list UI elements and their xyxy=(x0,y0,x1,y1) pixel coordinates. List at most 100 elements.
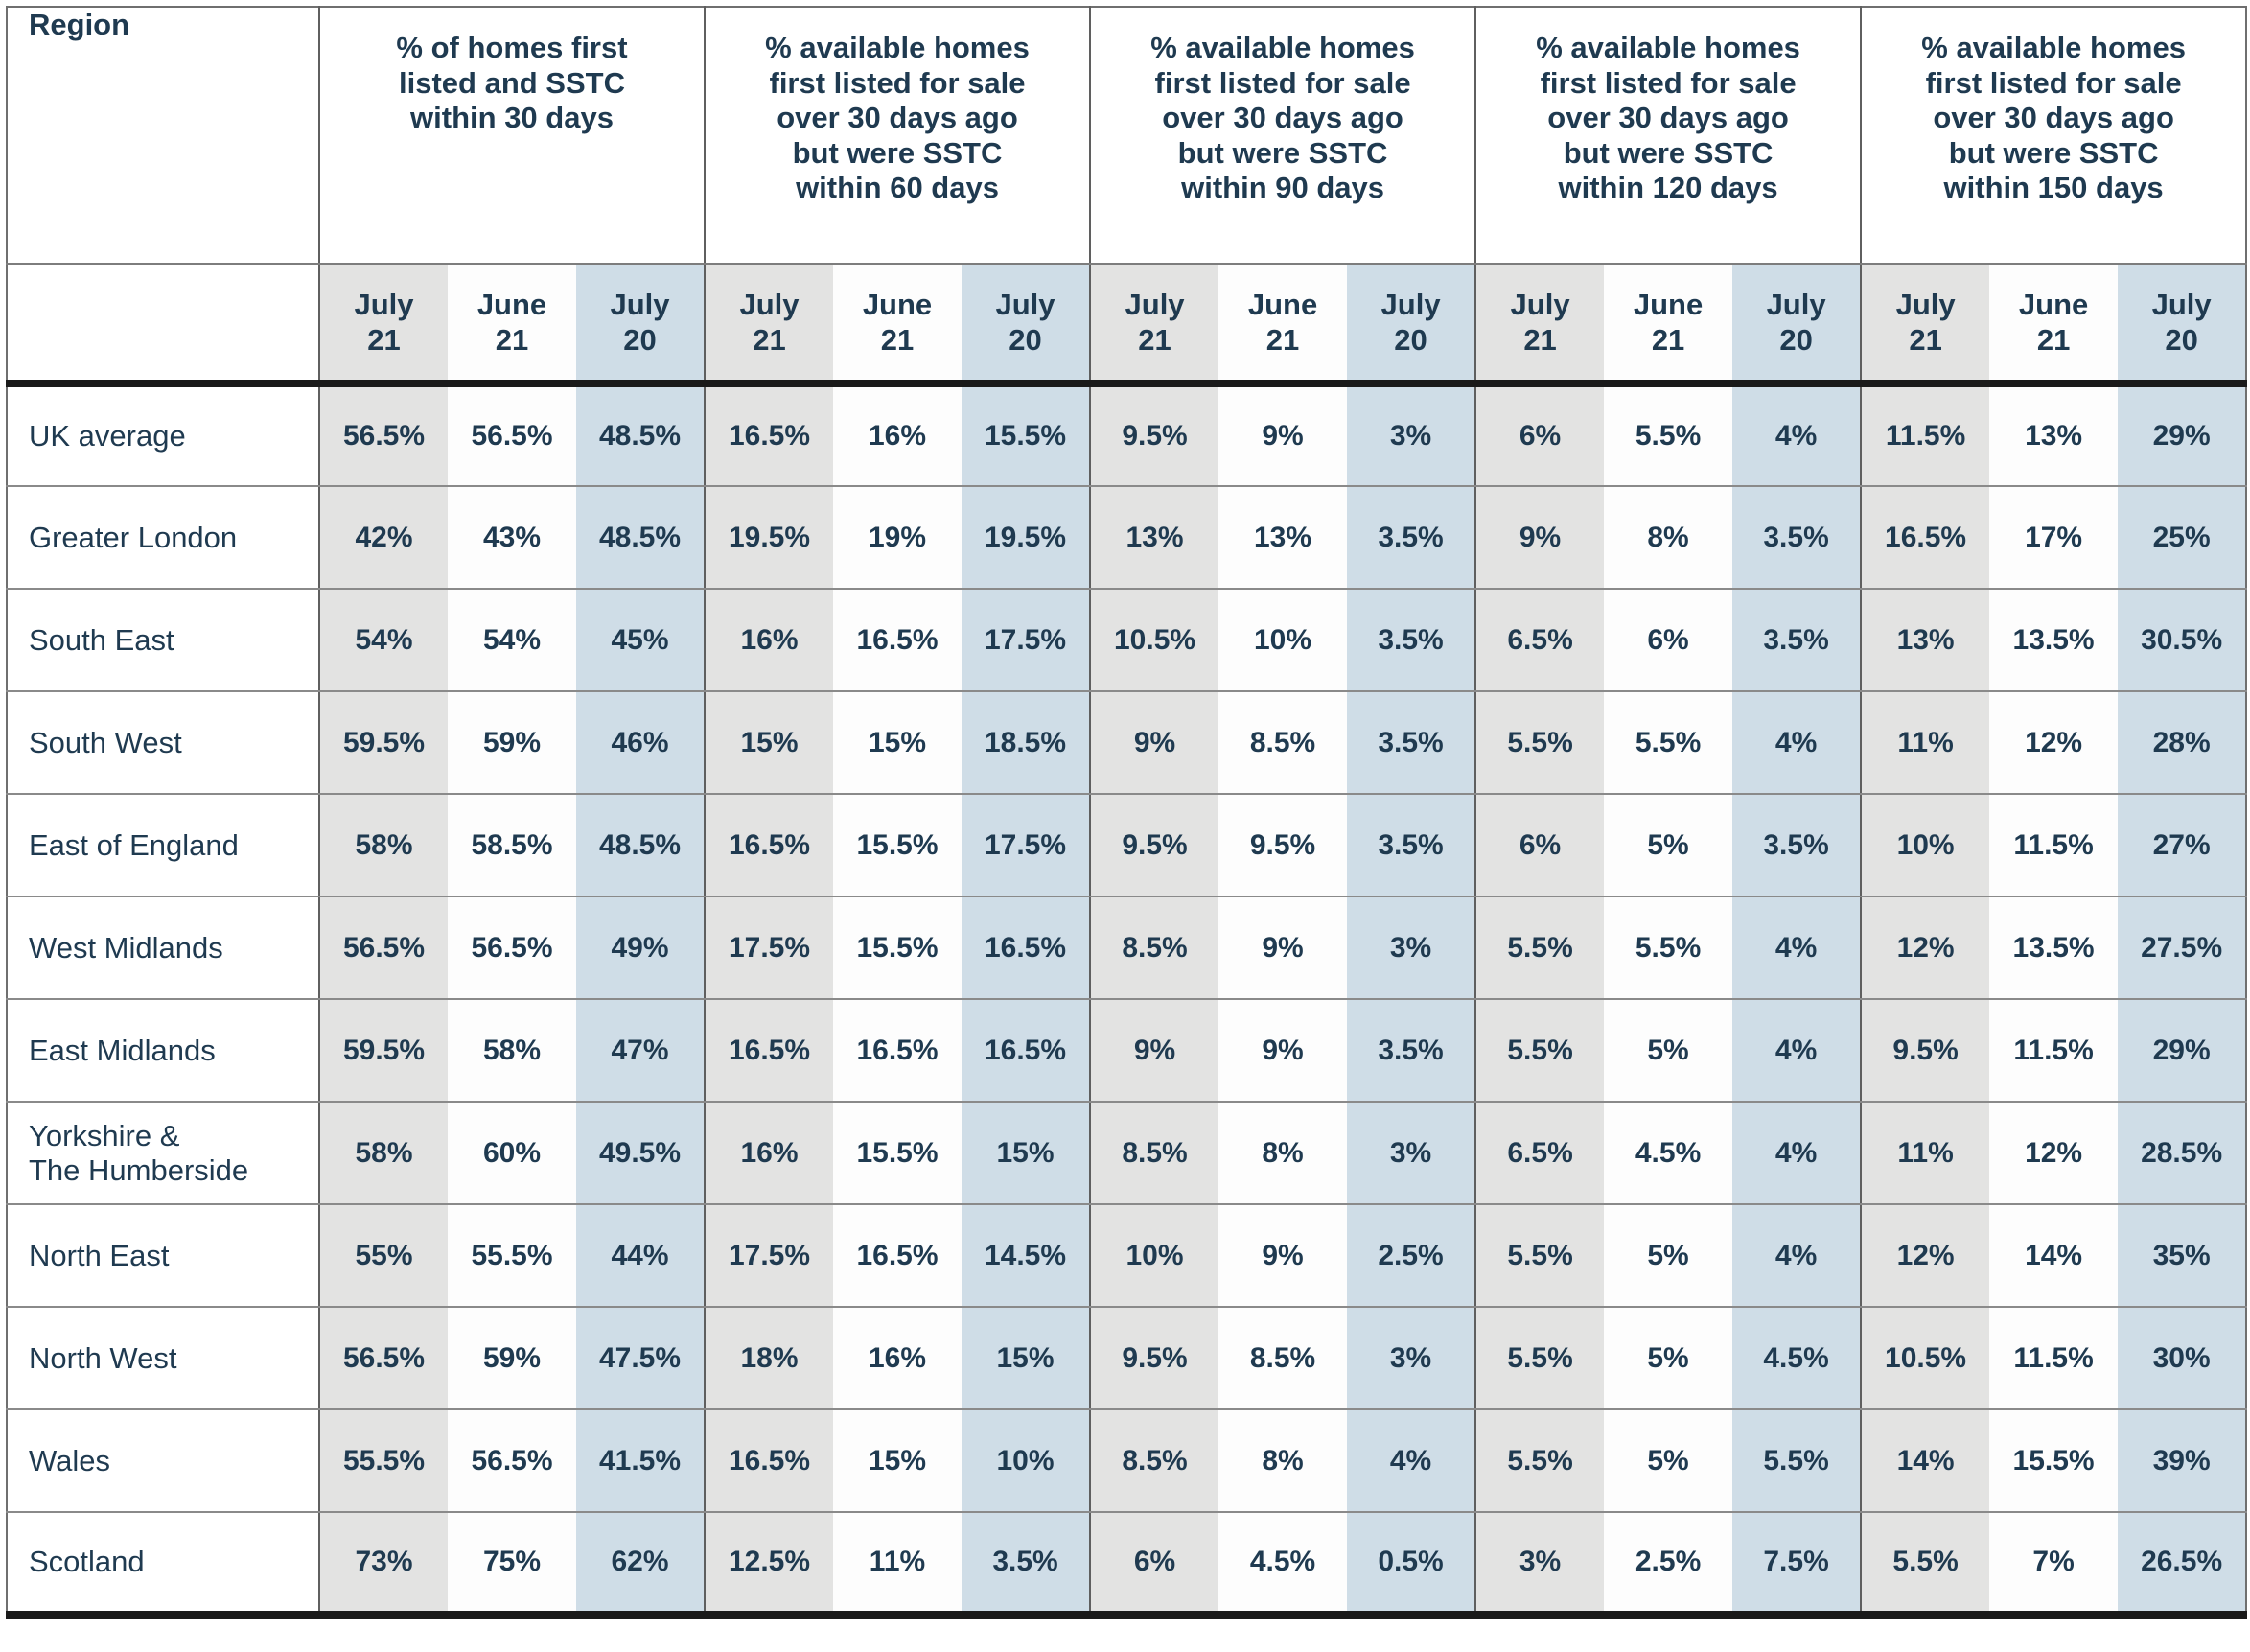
value-cell: 9.5% xyxy=(1089,1307,1219,1410)
value-cell: 8.5% xyxy=(1218,691,1348,795)
value-cell: 43% xyxy=(448,486,576,590)
value-cell: 62% xyxy=(576,1512,705,1616)
value-cell: 56.5% xyxy=(448,896,576,1000)
table-row: Wales 55.5% 56.5% 41.5% 16.5% 15% 10% 8.5% 8% 4% 5… xyxy=(7,1409,2247,1513)
value-cell: 73% xyxy=(318,1512,448,1616)
value-cell: 58% xyxy=(318,1102,448,1205)
period-header-july-21: July 21 xyxy=(1089,264,1219,387)
value-cell: 13% xyxy=(1089,486,1219,590)
table-row: Greater London 42% 43% 48.5% 19.5% 19% 19.5% 13… xyxy=(7,486,2247,590)
value-cell: 15.5% xyxy=(833,896,962,1000)
value-cell: 3% xyxy=(1347,1307,1476,1410)
value-cell: 27.5% xyxy=(2118,896,2247,1000)
value-cell: 16.5% xyxy=(962,896,1091,1000)
value-cell: 5% xyxy=(1604,999,1733,1103)
value-cell: 15% xyxy=(962,1102,1091,1205)
value-cell: 16.5% xyxy=(833,1204,962,1308)
value-cell: 9% xyxy=(1089,999,1219,1103)
value-cell: 10.5% xyxy=(1860,1307,1990,1410)
value-cell: 9.5% xyxy=(1089,384,1219,487)
value-cell: 3.5% xyxy=(1347,999,1476,1103)
value-cell: 2.5% xyxy=(1604,1512,1733,1616)
value-cell: 19.5% xyxy=(962,486,1091,590)
table-row: East of England 58% 58.5% 48.5% 16.5% 15.5% 17… xyxy=(7,794,2247,897)
value-cell: 5.5% xyxy=(1474,1204,1605,1308)
value-cell: 5.5% xyxy=(1860,1512,1990,1616)
period-header-july-21: July 21 xyxy=(318,264,448,387)
value-cell: 9.5% xyxy=(1089,794,1219,897)
value-cell: 4.5% xyxy=(1732,1307,1862,1410)
value-cell: 11.5% xyxy=(1989,1307,2119,1410)
value-cell: 59.5% xyxy=(318,691,448,795)
value-cell: 16.5% xyxy=(704,999,833,1103)
value-cell: 4% xyxy=(1732,384,1862,487)
value-cell: 11.5% xyxy=(1989,794,2119,897)
value-cell: 29% xyxy=(2118,384,2247,487)
value-cell: 4% xyxy=(1347,1409,1476,1513)
value-cell: 5.5% xyxy=(1474,896,1605,1000)
value-cell: 13% xyxy=(1989,384,2119,487)
value-cell: 5.5% xyxy=(1474,1307,1605,1410)
table-row: South West 59.5% 59% 46% 15% 15% 18.5% 9% 8.5% 3.… xyxy=(7,691,2247,795)
value-cell: 15.5% xyxy=(833,1102,962,1205)
value-cell: 10% xyxy=(1218,589,1348,692)
value-cell: 5.5% xyxy=(1474,691,1605,795)
value-cell: 8% xyxy=(1604,486,1733,590)
value-cell: 59.5% xyxy=(318,999,448,1103)
value-cell: 9% xyxy=(1474,486,1605,590)
value-cell: 6.5% xyxy=(1474,1102,1605,1205)
value-cell: 55% xyxy=(318,1204,448,1308)
value-cell: 10% xyxy=(962,1409,1091,1513)
value-cell: 3.5% xyxy=(1347,691,1476,795)
value-cell: 16% xyxy=(833,384,962,487)
value-cell: 9% xyxy=(1218,999,1348,1103)
value-cell: 17.5% xyxy=(704,1204,833,1308)
region-cell: Yorkshire & The Humberside xyxy=(7,1102,319,1205)
value-cell: 5% xyxy=(1604,1307,1733,1410)
value-cell: 4% xyxy=(1732,691,1862,795)
region-cell: UK average xyxy=(7,384,319,487)
period-header-june-21: June 21 xyxy=(833,264,962,387)
value-cell: 16% xyxy=(704,1102,833,1205)
value-cell: 19% xyxy=(833,486,962,590)
value-cell: 55.5% xyxy=(448,1204,576,1308)
value-cell: 16% xyxy=(704,589,833,692)
value-cell: 4% xyxy=(1732,999,1862,1103)
group-header-row: Region % of homes first listed and SSTC … xyxy=(7,7,2247,265)
value-cell: 12% xyxy=(1860,896,1990,1000)
value-cell: 10% xyxy=(1089,1204,1219,1308)
value-cell: 26.5% xyxy=(2118,1512,2247,1616)
group-header-120-days: % available homes first listed for sale … xyxy=(1474,7,1862,265)
value-cell: 48.5% xyxy=(576,486,705,590)
period-header-july-21: July 21 xyxy=(1474,264,1605,387)
value-cell: 5.5% xyxy=(1604,896,1733,1000)
value-cell: 5% xyxy=(1604,794,1733,897)
value-cell: 8.5% xyxy=(1218,1307,1348,1410)
value-cell: 41.5% xyxy=(576,1409,705,1513)
value-cell: 56.5% xyxy=(448,384,576,487)
value-cell: 4.5% xyxy=(1218,1512,1348,1616)
value-cell: 58.5% xyxy=(448,794,576,897)
value-cell: 46% xyxy=(576,691,705,795)
value-cell: 5.5% xyxy=(1604,384,1733,487)
value-cell: 10.5% xyxy=(1089,589,1219,692)
value-cell: 55.5% xyxy=(318,1409,448,1513)
period-header-june-21: June 21 xyxy=(1989,264,2119,387)
value-cell: 8.5% xyxy=(1089,1409,1219,1513)
value-cell: 4% xyxy=(1732,1102,1862,1205)
region-column-subheader xyxy=(7,264,319,387)
value-cell: 16.5% xyxy=(833,589,962,692)
value-cell: 3.5% xyxy=(1347,589,1476,692)
table-row: North East 55% 55.5% 44% 17.5% 16.5% 14.5% 10% 9… xyxy=(7,1204,2247,1308)
value-cell: 2.5% xyxy=(1347,1204,1476,1308)
value-cell: 6% xyxy=(1474,794,1605,897)
value-cell: 5% xyxy=(1604,1409,1733,1513)
table-row: West Midlands 56.5% 56.5% 49% 17.5% 15.5% 16.5… xyxy=(7,896,2247,1000)
sstc-regional-table: Region % of homes first listed and SSTC … xyxy=(6,6,2248,1619)
period-header-july-20: July 20 xyxy=(962,264,1091,387)
value-cell: 39% xyxy=(2118,1409,2247,1513)
value-cell: 9% xyxy=(1218,1204,1348,1308)
value-cell: 19.5% xyxy=(704,486,833,590)
region-cell: North West xyxy=(7,1307,319,1410)
value-cell: 25% xyxy=(2118,486,2247,590)
